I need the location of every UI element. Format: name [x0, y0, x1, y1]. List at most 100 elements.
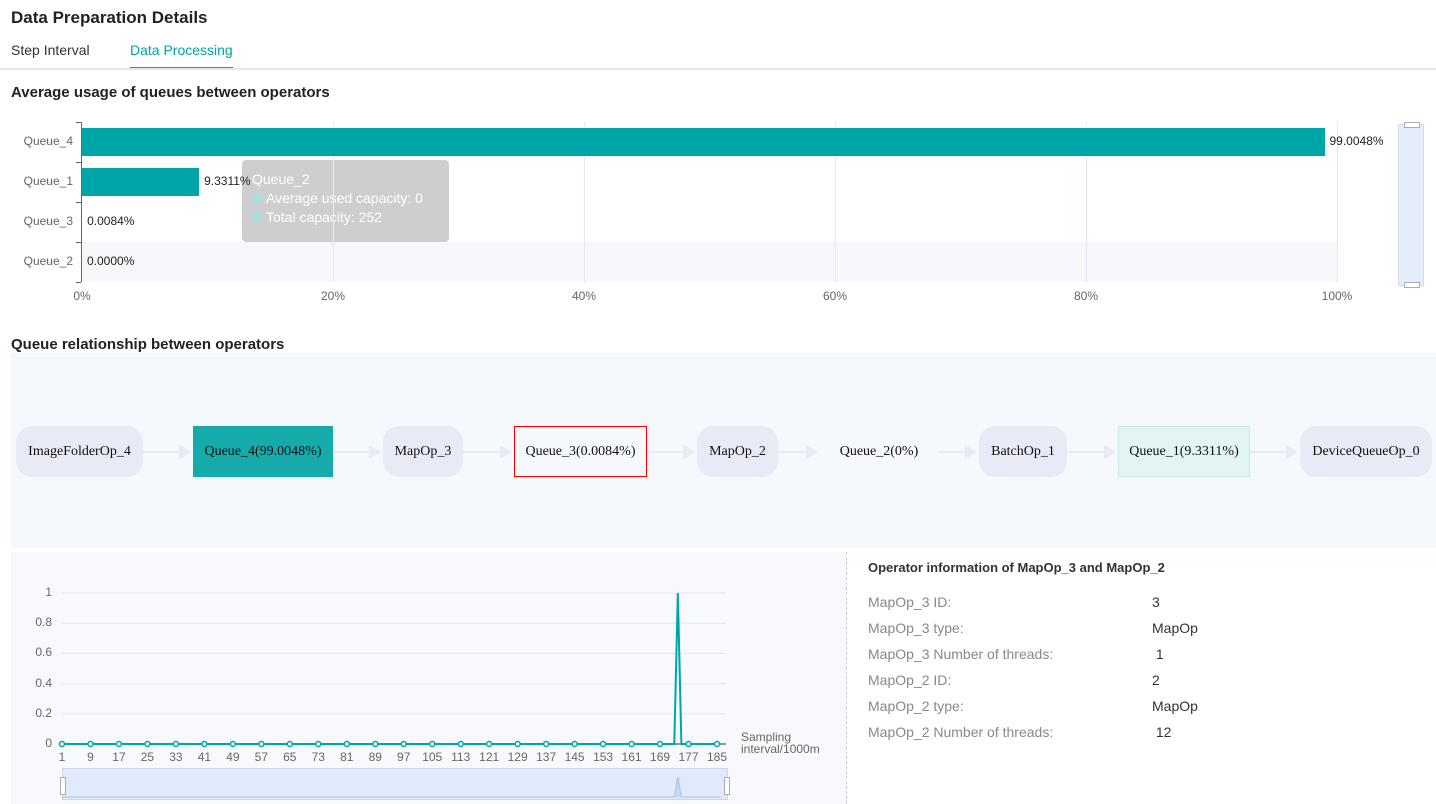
operator-info-title: Operator information of MapOp_3 and MapO… — [868, 560, 1165, 575]
bar-queue-1[interactable] — [82, 168, 200, 196]
flow-arrow — [463, 445, 512, 459]
panel-divider — [846, 552, 847, 804]
x-tick-label: 73 — [311, 750, 325, 764]
y-tick-label: 1 — [45, 585, 52, 599]
slider-handle-right[interactable] — [724, 777, 730, 795]
data-point — [144, 740, 151, 748]
slider-handle-top[interactable] — [1404, 122, 1420, 128]
data-point — [428, 740, 436, 748]
queue-node[interactable]: Queue_1(9.3311%) — [1118, 426, 1250, 477]
trend-line — [62, 592, 721, 745]
y-tick-label: 0.8 — [35, 615, 52, 630]
slider-handle-bottom[interactable] — [1404, 282, 1420, 288]
x-tick-label: 41 — [197, 750, 212, 764]
data-point — [400, 740, 407, 748]
x-tick-label: 60% — [822, 289, 848, 303]
info-key: MapOp_2 Number of threads: — [868, 724, 1054, 740]
data-point — [172, 740, 180, 748]
y-tick-label: 0.2 — [35, 705, 52, 720]
info-value: MapOp — [1152, 698, 1198, 714]
operator-node[interactable]: ImageFolderOp_4 — [16, 426, 143, 477]
data-point — [713, 740, 721, 748]
data-point — [286, 740, 294, 748]
tooltip-row: Average used capacity: 0 — [266, 190, 423, 206]
y-tick-label: 0.6 — [35, 645, 52, 660]
data-point — [571, 740, 578, 748]
data-point — [87, 740, 94, 748]
data-point — [514, 740, 521, 748]
data-point — [315, 740, 322, 748]
flow-arrow — [143, 445, 191, 459]
data-point — [457, 740, 464, 748]
info-key: MapOp_2 ID: — [868, 672, 952, 688]
data-point — [343, 740, 351, 748]
operator-node[interactable]: BatchOp_1 — [979, 426, 1067, 477]
x-tick-label: 17 — [112, 750, 126, 764]
y-tick — [76, 282, 81, 283]
data-point — [628, 740, 635, 748]
y-axis — [81, 122, 82, 282]
flow-arrow — [333, 445, 381, 459]
x-tick-label: 40% — [571, 289, 597, 303]
slider-handle-left[interactable] — [60, 777, 66, 795]
data-point — [542, 740, 550, 748]
grid-line — [333, 122, 334, 282]
trend-zoom-slider[interactable] — [60, 768, 730, 800]
data-point — [656, 740, 664, 748]
tooltip-title: Queue_2 — [252, 171, 310, 187]
y-tick-label: Queue_2 — [23, 254, 73, 268]
grid-line — [1337, 122, 1338, 282]
queue-trend-panel — [11, 552, 846, 804]
grid-line — [1086, 122, 1087, 282]
info-value: 1 — [1152, 646, 1164, 662]
chart-zoom-slider[interactable] — [1398, 122, 1424, 288]
data-point — [115, 740, 123, 748]
operator-node[interactable]: DeviceQueueOp_0 — [1300, 426, 1432, 477]
operator-node[interactable]: MapOp_2 — [697, 426, 778, 477]
series-dot-icon — [252, 212, 262, 222]
x-tick-label: 105 — [422, 750, 443, 764]
y-tick — [76, 242, 81, 243]
y-tick-label: Queue_4 — [23, 134, 73, 148]
bar-value-label: 0.0000% — [87, 254, 135, 268]
flow-arrow — [1250, 445, 1298, 459]
queue-usage-title: Average usage of queues between operator… — [11, 84, 330, 101]
queue-node[interactable]: Queue_2(0%) — [839, 443, 919, 459]
operator-node[interactable]: MapOp_3 — [383, 426, 463, 477]
bar-queue-4[interactable] — [82, 128, 1325, 156]
x-tick-label: 153 — [593, 750, 614, 764]
x-tick-label: 81 — [340, 750, 354, 764]
page-title: Data Preparation Details — [11, 8, 208, 27]
x-tick-label: 113 — [451, 750, 471, 764]
data-point — [58, 740, 66, 748]
x-tick-label: 129 — [507, 750, 528, 764]
grid-line — [835, 122, 836, 282]
flow-arrow — [647, 445, 695, 459]
queue-node[interactable]: Queue_3(0.0084%) — [514, 426, 647, 477]
tooltip-row: Total capacity: 252 — [266, 209, 382, 225]
y-tick-label: Queue_1 — [23, 174, 73, 188]
info-key: MapOp_3 type: — [868, 620, 964, 636]
x-tick-label: 33 — [169, 750, 183, 764]
x-tick-label: 145 — [564, 750, 585, 764]
data-point — [229, 740, 237, 748]
x-tick-label: 161 — [621, 750, 642, 764]
info-value: MapOp — [1152, 620, 1198, 636]
x-tick-label: 137 — [536, 750, 557, 764]
x-tick-label: 177 — [678, 750, 699, 764]
y-tick — [76, 122, 81, 123]
tab-step-interval[interactable]: Step Interval — [11, 42, 90, 58]
series-dot-icon — [252, 193, 262, 203]
queue-node[interactable]: Queue_4(99.0048%) — [193, 426, 333, 477]
x-tick-label: 65 — [283, 750, 297, 764]
y-tick-label: Queue_3 — [23, 214, 73, 228]
data-point — [599, 740, 607, 748]
x-tick-label: 49 — [226, 750, 240, 764]
info-key: MapOp_3 Number of threads: — [868, 646, 1054, 662]
x-tick-label: 169 — [650, 750, 671, 764]
data-point — [372, 740, 379, 748]
y-tick-label: 0 — [45, 736, 52, 750]
y-tick — [76, 162, 81, 163]
x-tick-label: 25 — [140, 750, 155, 764]
x-tick-label: 89 — [368, 750, 382, 764]
